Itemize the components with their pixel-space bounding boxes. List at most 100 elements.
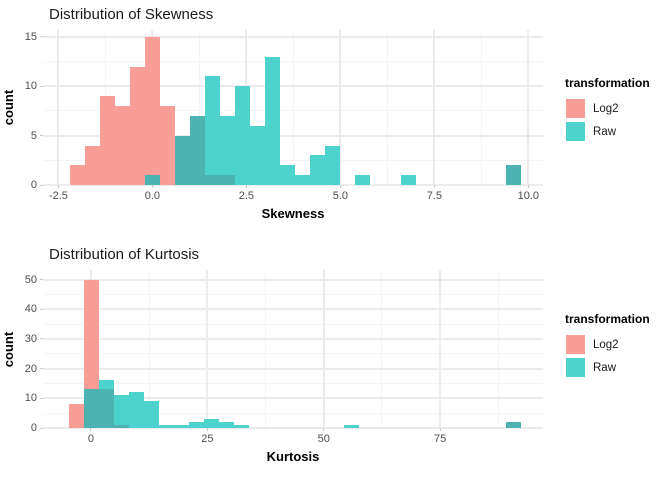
- y-tick-label: 0: [30, 422, 37, 434]
- histogram-bar-raw: [400, 175, 416, 185]
- y-major-gridline: [43, 337, 543, 340]
- y-tick-mark: [40, 338, 43, 340]
- histogram-bar-log2: [144, 36, 160, 176]
- x-tick-mark: [90, 428, 92, 431]
- legend: transformation Log2 Raw: [556, 312, 668, 381]
- histogram-bar-raw: [310, 155, 326, 185]
- x-minor-gridline: [148, 270, 150, 428]
- x-tick-label: 7.5: [426, 190, 442, 202]
- y-major-gridline: [43, 134, 543, 137]
- histogram-bar-raw: [250, 125, 266, 185]
- y-major-gridline: [43, 184, 543, 186]
- y-major-gridline: [43, 85, 543, 88]
- histogram-bar-overlap: [220, 175, 236, 185]
- histogram-bar-raw: [98, 380, 115, 390]
- legend-item-raw: Raw: [566, 358, 668, 377]
- histogram-bar-log2: [114, 106, 130, 185]
- y-tick-mark: [40, 184, 43, 186]
- y-tick-mark: [40, 427, 43, 429]
- histogram-bar-raw: [114, 395, 130, 426]
- histogram-bar-overlap: [505, 165, 521, 185]
- y-minor-gridline: [43, 382, 543, 384]
- histogram-bar-overlap: [98, 389, 115, 428]
- histogram-bar-raw: [158, 425, 174, 428]
- x-minor-gridline: [480, 30, 482, 185]
- histogram-bar-overlap: [83, 389, 99, 428]
- x-major-gridline: [439, 270, 442, 428]
- y-major-gridline: [43, 427, 543, 429]
- histogram-bar-log2: [84, 145, 100, 185]
- histogram-bar-overlap: [174, 135, 190, 185]
- x-tick-label: 10.0: [517, 190, 540, 202]
- y-tick-mark: [40, 279, 43, 280]
- legend-label: Raw: [593, 125, 617, 138]
- kurtosis-chart: Distribution of Kurtosis count Kurtosis …: [0, 240, 672, 480]
- histogram-bar-overlap: [205, 175, 221, 185]
- x-tick-label: 5.0: [332, 190, 348, 202]
- x-tick-mark: [245, 185, 247, 188]
- y-tick-label: 0: [30, 179, 37, 191]
- histogram-bar-overlap: [189, 115, 206, 185]
- y-minor-gridline: [43, 159, 543, 161]
- x-major-gridline: [339, 30, 342, 185]
- legend-title: transformation: [565, 312, 650, 326]
- y-major-gridline: [43, 397, 543, 400]
- y-tick-label: 40: [24, 303, 37, 316]
- x-tick-mark: [439, 428, 441, 431]
- x-tick-label: 25: [201, 433, 214, 445]
- histogram-bar-raw: [188, 422, 205, 428]
- x-minor-gridline: [386, 30, 388, 185]
- y-tick-mark: [40, 308, 43, 310]
- histogram-bar-log2: [99, 96, 115, 185]
- x-tick-label: 0.0: [144, 190, 161, 202]
- y-major-gridline: [43, 308, 543, 311]
- plot-panel: [43, 30, 543, 186]
- histogram-bar-overlap: [114, 425, 130, 428]
- y-major-gridline: [43, 278, 543, 281]
- y-major-gridline: [43, 35, 543, 38]
- x-major-gridline: [206, 270, 209, 428]
- plot-panel: [43, 270, 543, 429]
- legend: transformation Log2 Raw: [556, 76, 668, 145]
- x-minor-gridline: [265, 270, 267, 428]
- histogram-bar-raw: [344, 425, 360, 428]
- histogram-bar-raw: [205, 76, 221, 176]
- histogram-bar-log2: [129, 66, 145, 185]
- histogram-bar-raw: [144, 401, 159, 428]
- y-minor-gridline: [43, 61, 543, 63]
- raw-swatch: [566, 122, 585, 141]
- legend-item-log2: Log2: [566, 99, 668, 118]
- histogram-bar-raw: [295, 175, 311, 185]
- skewness-chart: Distribution of Skewness count Skewness …: [2, 6, 668, 221]
- histogram-bar-raw: [280, 165, 296, 185]
- x-tick-label: 2.5: [238, 190, 255, 202]
- histogram-bar-log2: [83, 279, 99, 390]
- histogram-bar-raw: [218, 422, 234, 428]
- x-minor-gridline: [381, 270, 383, 428]
- y-tick-mark: [40, 397, 43, 399]
- x-tick-mark: [323, 428, 325, 431]
- x-major-gridline: [57, 30, 60, 185]
- legend-label: Raw: [593, 361, 617, 374]
- legend-item-log2: Log2: [566, 335, 668, 354]
- x-major-gridline: [322, 270, 325, 428]
- y-minor-gridline: [43, 412, 543, 414]
- histogram-bar-raw: [355, 175, 371, 185]
- x-tick-label: 50: [317, 433, 330, 445]
- log2-swatch: [566, 99, 585, 118]
- legend-title: transformation: [565, 76, 650, 90]
- y-tick-label: 20: [24, 362, 37, 375]
- x-tick-mark: [151, 185, 153, 188]
- y-tick-label: 15: [24, 30, 37, 43]
- y-minor-gridline: [43, 323, 543, 325]
- histogram-bar-raw: [129, 392, 145, 428]
- x-tick-label: 0: [87, 433, 94, 445]
- legend-label: Log2: [593, 102, 619, 115]
- y-minor-gridline: [43, 353, 543, 355]
- legend-item-raw: Raw: [566, 122, 668, 141]
- histogram-bar-overlap: [144, 175, 160, 185]
- y-tick-label: 5: [30, 129, 37, 142]
- y-tick-mark: [40, 36, 43, 38]
- y-minor-gridline: [43, 110, 543, 112]
